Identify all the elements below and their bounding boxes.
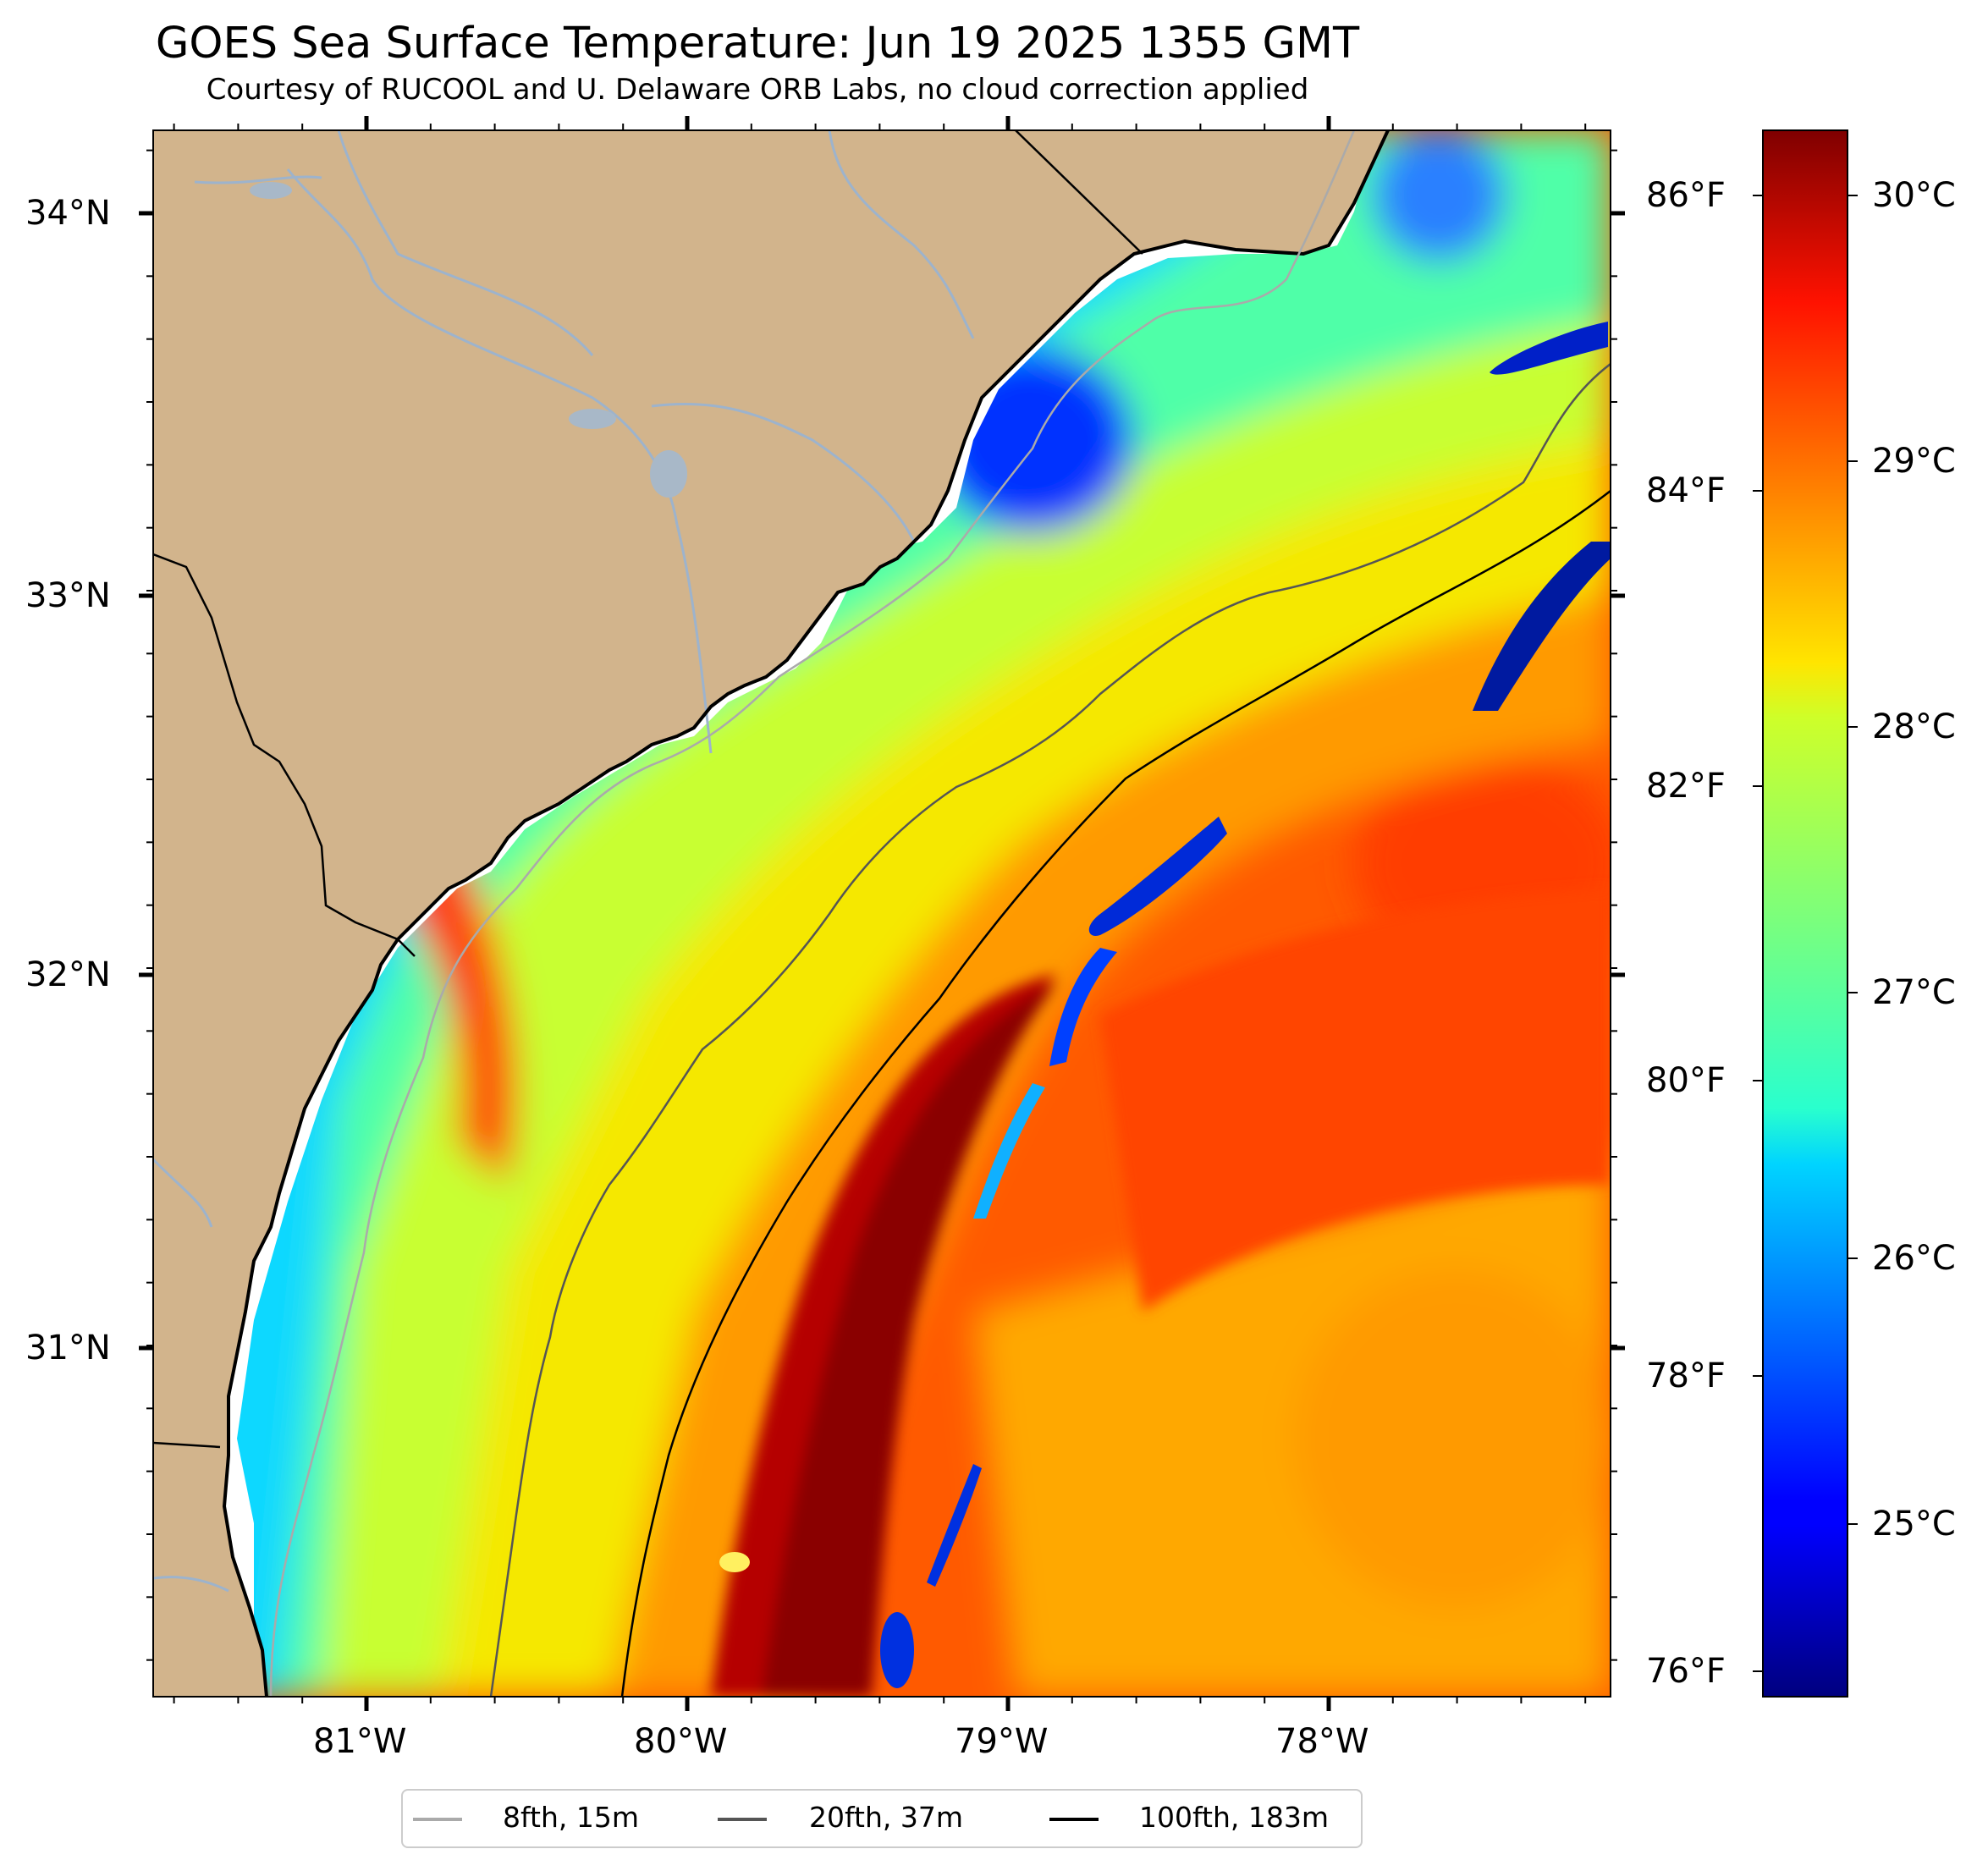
legend-swatch: [413, 1818, 462, 1821]
fahrenheit-label: 80°F: [1646, 1061, 1726, 1100]
legend-label: 100fth, 183m: [1139, 1801, 1329, 1834]
celsius-label: 28°C: [1872, 707, 1956, 746]
lon-label: 81°W: [313, 1722, 407, 1761]
lat-label: 33°N: [25, 576, 111, 615]
lon-label: 80°W: [634, 1722, 728, 1761]
legend-label: 8fth, 15m: [503, 1801, 640, 1834]
lon-label: 79°W: [955, 1722, 1049, 1761]
lat-label: 32°N: [25, 955, 111, 994]
celsius-label: 26°C: [1872, 1239, 1956, 1278]
lon-label: 78°W: [1275, 1722, 1369, 1761]
fahrenheit-label: 84°F: [1646, 471, 1726, 510]
colorbar: [1762, 129, 1848, 1698]
isobath-legend: 8fth, 15m 20fth, 37m 100fth, 183m: [401, 1789, 1363, 1848]
legend-swatch: [1049, 1818, 1099, 1821]
map-title: GOES Sea Surface Temperature: Jun 19 202…: [155, 19, 1360, 69]
celsius-label: 25°C: [1872, 1505, 1956, 1544]
fahrenheit-label: 82°F: [1646, 767, 1726, 806]
fahrenheit-label: 76°F: [1646, 1652, 1726, 1691]
legend-swatch: [718, 1818, 767, 1821]
legend-label: 20fth, 37m: [809, 1801, 963, 1834]
map-subtitle: Courtesy of RUCOOL and U. Delaware ORB L…: [206, 73, 1309, 107]
sst-field: [153, 130, 1611, 1697]
lat-label: 34°N: [25, 194, 111, 233]
celsius-label: 30°C: [1872, 176, 1956, 215]
lat-label: 31°N: [25, 1329, 111, 1367]
celsius-label: 29°C: [1872, 442, 1956, 481]
fahrenheit-label: 78°F: [1646, 1356, 1726, 1395]
land-mass: [153, 130, 1388, 1697]
fahrenheit-label: 86°F: [1646, 176, 1726, 215]
isobath-37m: [489, 363, 1611, 1697]
celsius-label: 27°C: [1872, 973, 1956, 1012]
isobath-15m: [269, 130, 1356, 1697]
isobath-183m: [620, 490, 1611, 1697]
